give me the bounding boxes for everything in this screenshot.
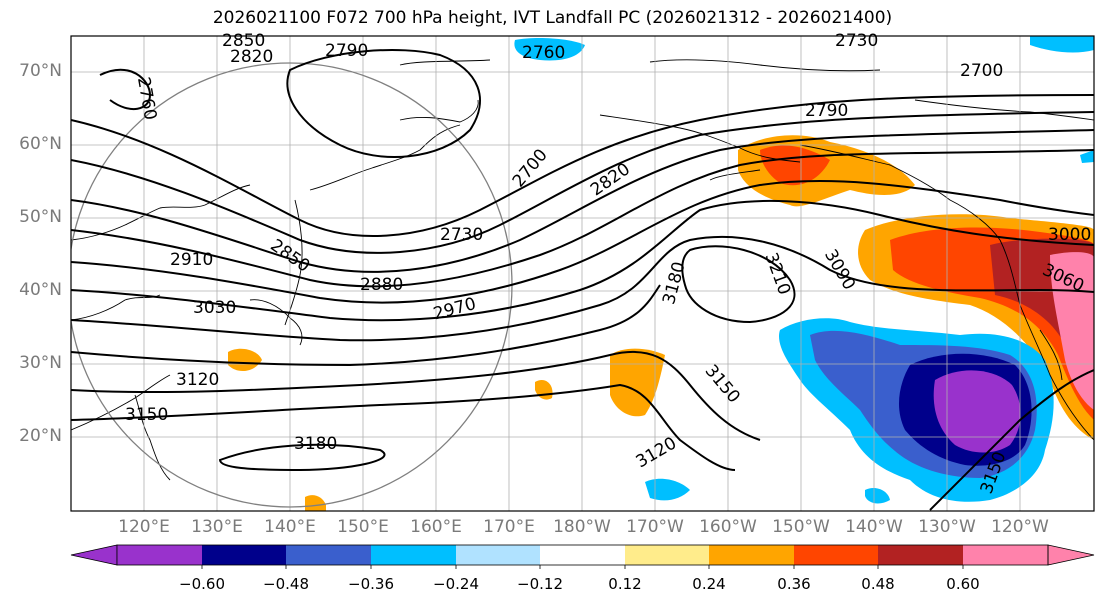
- contour-label: 2730: [440, 225, 483, 245]
- contour-label: 2700: [960, 61, 1003, 81]
- colorbar-tick-label: 0.24: [692, 575, 726, 593]
- lon-label: 150°E: [337, 517, 389, 537]
- colorbar-bin: [963, 545, 1048, 565]
- lon-label: 150°W: [772, 517, 830, 537]
- lat-label: 20°N: [19, 426, 62, 446]
- lat-label: 30°N: [19, 353, 62, 373]
- contour-label: 3120: [176, 370, 219, 390]
- colorbar-tick-label: −0.48: [263, 575, 309, 593]
- map-title: 2026021100 F072 700 hPa height, IVT Land…: [212, 8, 893, 28]
- lon-label: 130°W: [918, 517, 976, 537]
- contour-label: 3090: [820, 246, 859, 293]
- lon-label: 170°W: [626, 517, 684, 537]
- colorbar-bin: [709, 545, 794, 565]
- lat-label: 60°N: [19, 134, 62, 154]
- contour-label: 3120: [633, 433, 680, 472]
- colorbar-bin: [202, 545, 286, 565]
- contour-label: 3030: [193, 298, 236, 318]
- contour-label: 3150: [125, 405, 168, 425]
- colorbar-bin: [794, 545, 878, 565]
- lon-label: 180°W: [553, 517, 611, 537]
- colorbar-tick-label: −0.12: [517, 575, 563, 593]
- colorbar-extend-left: [70, 544, 118, 566]
- lon-label: 160°E: [410, 517, 462, 537]
- graticule: [71, 36, 1094, 511]
- contour-label: 2880: [360, 275, 403, 295]
- colorbar-bin: [286, 545, 371, 565]
- colorbar-tick-label: −0.24: [433, 575, 479, 593]
- lat-label: 70°N: [19, 61, 62, 81]
- contour-label: 3210: [761, 250, 795, 297]
- colorbar-bin: [456, 545, 540, 565]
- contour-label: 2760: [522, 43, 565, 63]
- map-frame: [70, 35, 1095, 512]
- lon-label: 120°E: [118, 517, 170, 537]
- positive-region-alaska: [738, 135, 915, 207]
- height-contours: [71, 49, 1094, 511]
- lon-label: 130°E: [191, 517, 243, 537]
- contour-label: 3150: [701, 361, 744, 407]
- colorbar-tick-label: 0.36: [777, 575, 811, 593]
- contour-label: 3000: [1048, 225, 1091, 245]
- colorbar: [70, 544, 1095, 569]
- colorbar-bin: [371, 545, 456, 565]
- colorbar-tick-label: 0.48: [861, 575, 895, 593]
- colorbar-bin: [540, 545, 625, 565]
- contour-label: 2790: [325, 41, 368, 61]
- colorbar-tick-label: −0.36: [348, 575, 394, 593]
- lon-label: 160°W: [699, 517, 757, 537]
- contour-label: 2730: [835, 31, 878, 51]
- contour-label: 3180: [294, 434, 337, 454]
- lon-label: 140°W: [845, 517, 903, 537]
- lat-label: 50°N: [19, 207, 62, 227]
- colorbar-bin: [117, 545, 202, 565]
- contour-label: 2910: [170, 250, 213, 270]
- lon-label: 170°E: [483, 517, 535, 537]
- colorbar-tick-label: 0.60: [946, 575, 980, 593]
- colorbar-bin: [625, 545, 709, 565]
- lon-label: 140°E: [264, 517, 316, 537]
- contour-label: 2760: [133, 76, 160, 122]
- lat-label: 40°N: [19, 280, 62, 300]
- colorbar-bin: [878, 545, 963, 565]
- colorbar-tick-label: 0.12: [608, 575, 642, 593]
- contour-label: 2790: [805, 101, 848, 121]
- contour-label: 2820: [230, 47, 273, 67]
- colorbar-tick-label: −0.60: [179, 575, 225, 593]
- colorbar-extend-right: [1047, 544, 1095, 566]
- lon-label: 120°W: [991, 517, 1049, 537]
